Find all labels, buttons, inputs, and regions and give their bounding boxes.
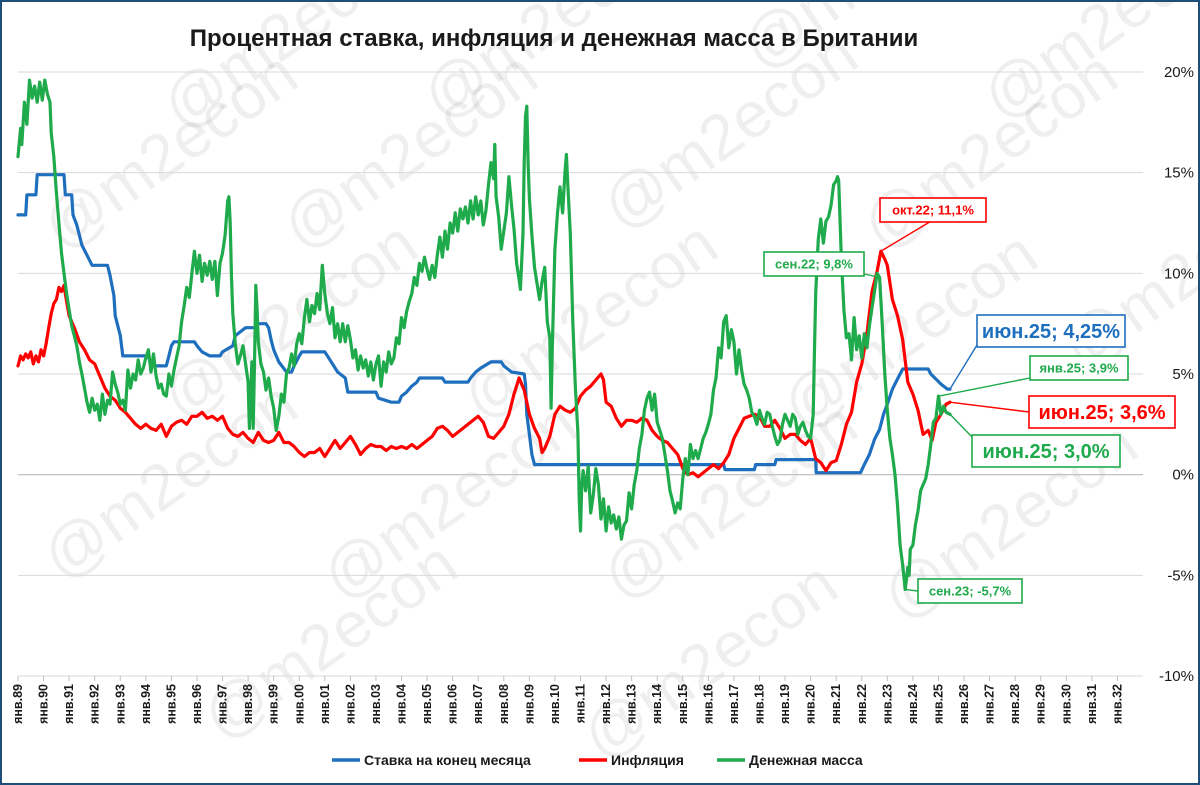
annotation-инфляция: июн.25; 3,6%	[949, 395, 1176, 429]
annotations: окт.22; 11,1% сен.22; 9,8% сен.23; -5,7% ян…	[763, 197, 1176, 604]
legend-item-денежная-масса: Денежная масса	[717, 752, 863, 768]
x-tick-label: янв.20	[804, 684, 818, 724]
annotation-box	[917, 578, 1023, 604]
y-tick-label: 10%	[1164, 265, 1194, 282]
x-tick-label: янв.14	[650, 684, 664, 724]
x-tick-label: янв.08	[497, 684, 511, 724]
y-tick-label: -5%	[1167, 567, 1194, 584]
gridlines	[18, 71, 1143, 677]
x-tick-label: янв.92	[88, 684, 102, 724]
x-tick-label: янв.93	[113, 684, 127, 724]
x-tick-label: янв.26	[957, 684, 971, 724]
watermark-text: @m2econ	[269, 37, 550, 264]
x-axis-ticks: янв.89 янв.90 янв.91 янв.92 янв.93 янв.94 янв.…	[11, 676, 1124, 724]
x-tick-label: янв.09	[522, 684, 536, 724]
x-tick-label: янв.99	[267, 684, 281, 724]
x-tick-label: янв.95	[164, 684, 178, 724]
annotation-инфляция: окт.22; 11,1%	[879, 197, 987, 252]
annotation-leader	[949, 401, 1030, 413]
annotation-box	[763, 251, 865, 277]
y-axis-ticks: 20% 15% 10% 5% 0% -5% -10%	[1159, 64, 1194, 685]
annotation-денежная-масса: сен.22; 9,8%	[763, 251, 880, 279]
annotation-leader	[949, 344, 978, 390]
x-tick-label: янв.29	[1034, 684, 1048, 724]
annotation-box	[971, 434, 1121, 468]
x-tick-label: янв.28	[1008, 684, 1022, 724]
x-tick-label: янв.11	[574, 684, 588, 723]
watermark-text: @m2econ	[449, 207, 730, 434]
annotation-label: янв.25; 3,9%	[1039, 361, 1119, 376]
x-tick-label: янв.27	[983, 684, 997, 724]
x-tick-label: янв.17	[727, 684, 741, 724]
x-tick-label: янв.15	[676, 684, 690, 724]
annotation-box	[976, 314, 1126, 348]
y-tick-label: 0%	[1172, 467, 1194, 484]
x-tick-label: янв.03	[369, 684, 383, 724]
annotation-label: июн.25; 3,0%	[982, 441, 1109, 463]
x-tick-label: янв.04	[395, 684, 409, 724]
x-tick-label: янв.97	[216, 684, 230, 724]
legend-label: Денежная масса	[749, 752, 863, 768]
annotation-box	[1029, 355, 1129, 381]
x-tick-label: янв.91	[62, 684, 76, 724]
x-tick-label: янв.22	[855, 684, 869, 724]
x-tick-label: янв.06	[446, 684, 460, 724]
annotation-label: сен.22; 9,8%	[775, 257, 853, 272]
x-tick-label: янв.25	[931, 684, 945, 724]
annotation-label: сен.23; -5,7%	[929, 584, 1012, 599]
x-tick-label: янв.21	[829, 684, 843, 724]
x-tick-label: янв.07	[471, 684, 485, 724]
x-tick-label: янв.18	[752, 684, 766, 724]
annotation-box	[1028, 395, 1176, 429]
x-tick-label: янв.02	[343, 684, 357, 724]
x-tick-label: янв.23	[880, 684, 894, 724]
chart-title: Процентная ставка, инфляция и денежная м…	[190, 25, 918, 52]
x-tick-label: янв.01	[318, 684, 332, 724]
y-tick-label: 20%	[1164, 64, 1194, 81]
y-tick-label: -10%	[1159, 668, 1194, 685]
annotation-ставка-на-конец-месяца: июн.25; 4,25%	[949, 314, 1126, 390]
x-tick-label: янв.32	[1110, 684, 1124, 724]
series-line-инфляция	[16, 249, 952, 479]
x-tick-label: янв.19	[778, 684, 792, 724]
x-tick-label: янв.12	[599, 684, 613, 724]
annotation-leader	[880, 219, 934, 252]
x-tick-label: янв.98	[241, 684, 255, 724]
series-lines	[16, 78, 952, 591]
annotation-box	[879, 197, 987, 223]
x-tick-label: янв.05	[420, 684, 434, 724]
x-tick-label: янв.24	[906, 684, 920, 724]
x-tick-label: янв.00	[292, 684, 306, 724]
x-tick-label: янв.30	[1059, 684, 1073, 724]
x-tick-label: янв.94	[139, 684, 153, 724]
y-tick-label: 5%	[1172, 366, 1194, 383]
legend-label: Инфляция	[611, 752, 684, 768]
watermark-layer: @m2econ@m2econ @m2econ@m2econ@m2econ @m2ec…	[29, 2, 1198, 773]
annotation-leader	[863, 273, 880, 279]
annotation-leader	[949, 413, 973, 438]
series-line-денежная-масса	[16, 78, 952, 591]
y-tick-label: 15%	[1164, 165, 1194, 182]
x-tick-label: янв.90	[37, 684, 51, 724]
x-tick-label: янв.16	[701, 684, 715, 724]
annotation-label: окт.22; 11,1%	[892, 203, 974, 218]
legend: Ставка на конец месяца Инфляция Денежная м…	[332, 752, 863, 768]
x-tick-label: янв.13	[625, 684, 639, 724]
x-tick-label: янв.31	[1085, 684, 1099, 724]
annotation-leader	[905, 588, 919, 592]
annotation-денежная-масса: июн.25; 3,0%	[949, 413, 1121, 468]
annotation-label: июн.25; 4,25%	[982, 321, 1120, 343]
legend-item-инфляция: Инфляция	[579, 752, 684, 768]
annotation-денежная-масса: янв.25; 3,9%	[938, 355, 1129, 397]
annotation-денежная-масса: сен.23; -5,7%	[905, 578, 1023, 604]
x-tick-label: янв.96	[190, 684, 204, 724]
annotation-label: июн.25; 3,6%	[1038, 402, 1165, 424]
x-tick-label: янв.89	[11, 684, 25, 724]
legend-label: Ставка на конец месяца	[364, 752, 531, 768]
x-tick-label: янв.10	[548, 684, 562, 724]
legend-item-ставка-на-конец-месяца: Ставка на конец месяца	[332, 752, 531, 768]
annotation-leader	[938, 377, 1031, 397]
